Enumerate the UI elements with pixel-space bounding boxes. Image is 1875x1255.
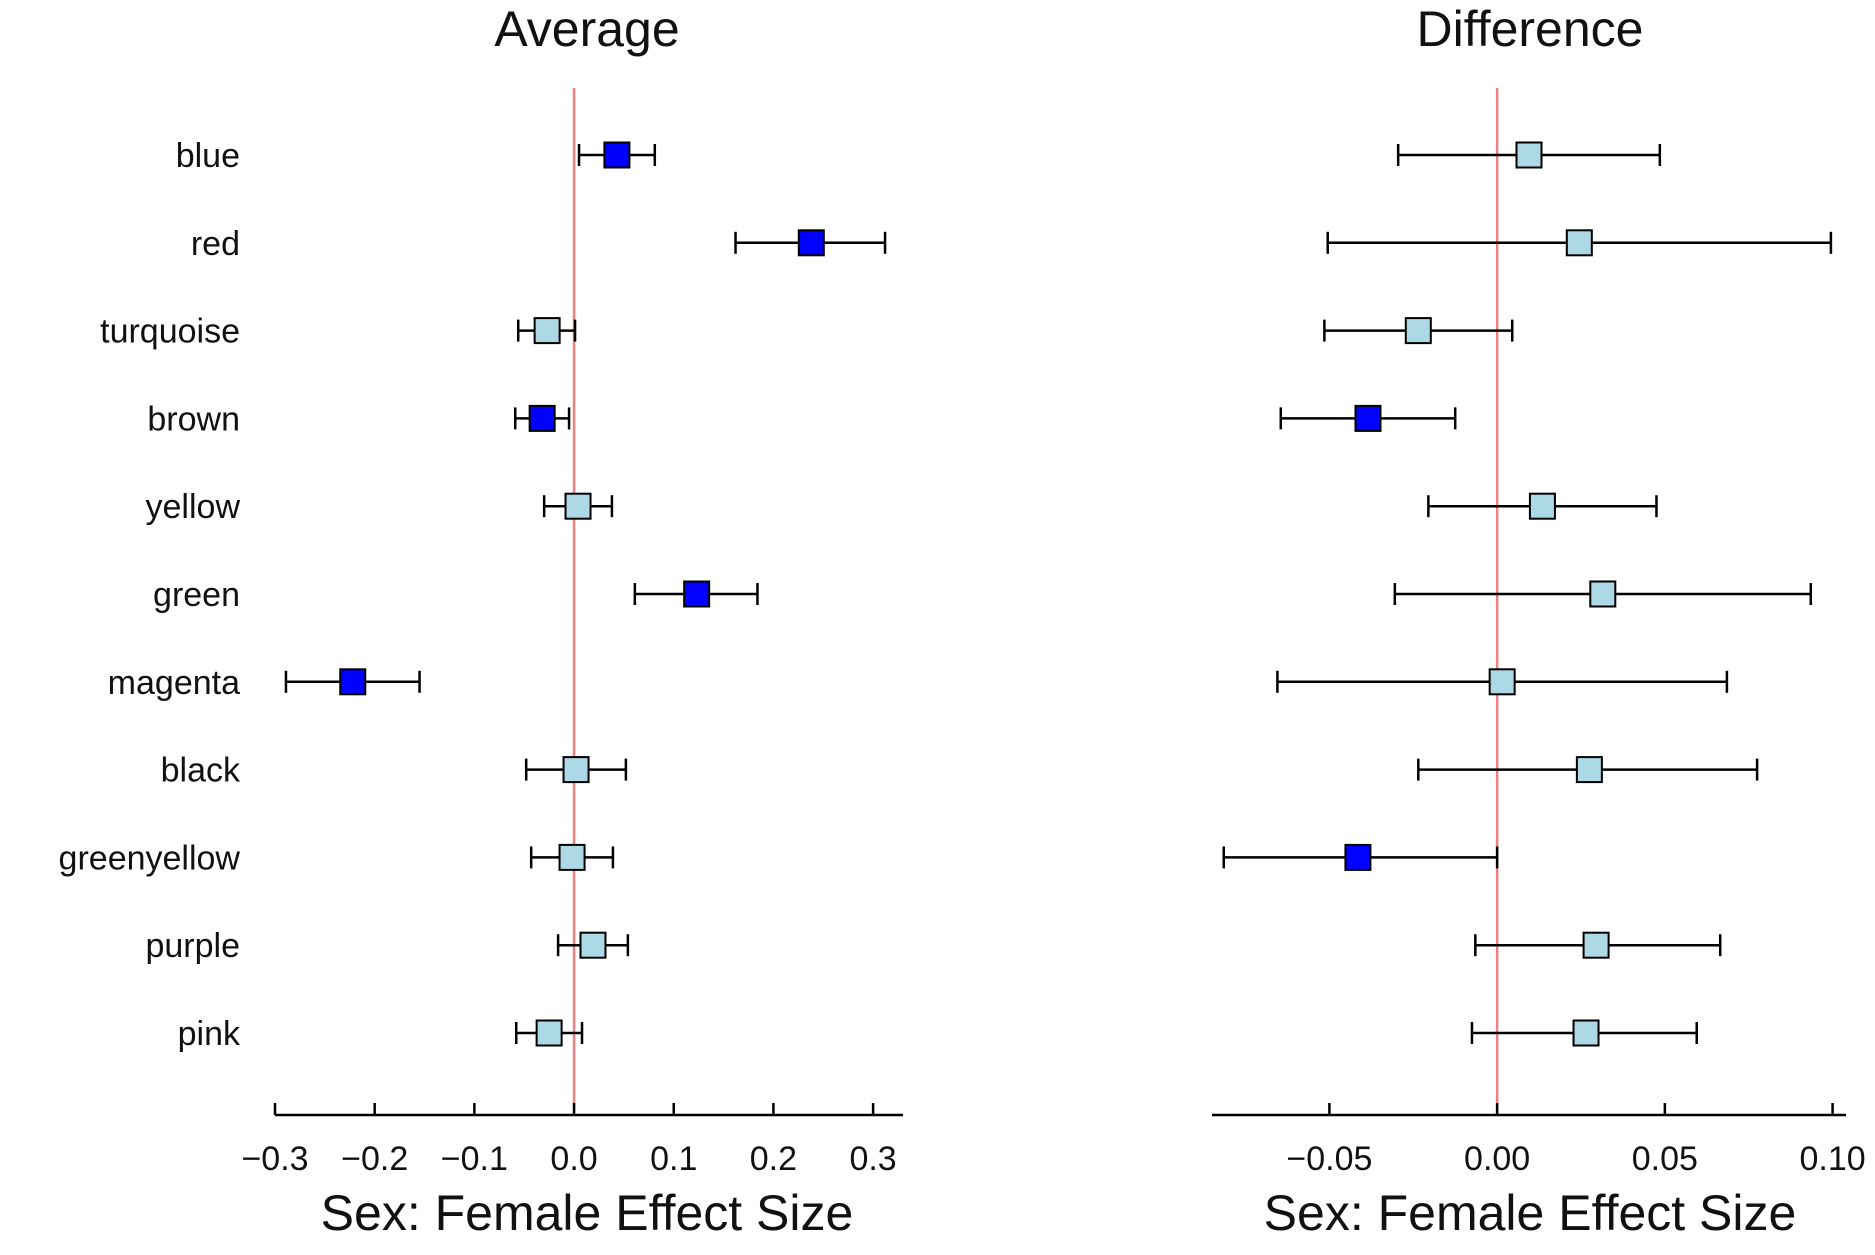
panel-title: Difference xyxy=(1417,1,1644,57)
category-label-blue: blue xyxy=(176,137,240,175)
effect-marker-black xyxy=(1417,756,1759,784)
x-tick-label: 0.10 xyxy=(1799,1140,1865,1178)
estimate-square xyxy=(339,668,367,696)
category-label-green: green xyxy=(153,576,240,614)
effect-marker-pink xyxy=(514,1019,584,1047)
x-tick-label: 0.05 xyxy=(1632,1140,1698,1178)
effect-marker-magenta xyxy=(284,668,421,696)
x-tick-label: −0.2 xyxy=(341,1140,408,1178)
category-label-greenyellow: greenyellow xyxy=(59,839,241,877)
estimate-square xyxy=(533,317,561,345)
category-label-turquoise: turquoise xyxy=(100,313,240,351)
category-label-red: red xyxy=(191,225,240,263)
x-tick-label: −0.3 xyxy=(241,1140,308,1178)
effect-marker-yellow xyxy=(542,492,614,520)
estimate-square xyxy=(1589,580,1617,608)
effect-marker-black xyxy=(524,756,628,784)
estimate-square xyxy=(797,229,825,257)
effect-marker-magenta xyxy=(1276,668,1729,696)
estimate-square xyxy=(1572,1019,1600,1047)
x-tick-label: 0.00 xyxy=(1464,1140,1530,1178)
estimate-square xyxy=(1565,229,1593,257)
x-tick-label: 0.0 xyxy=(550,1140,597,1178)
estimate-square xyxy=(683,580,711,608)
effect-marker-turquoise xyxy=(516,317,577,345)
effect-marker-purple xyxy=(556,931,630,959)
estimate-square xyxy=(528,404,556,432)
estimate-square xyxy=(558,843,586,871)
category-label-yellow: yellow xyxy=(146,488,241,526)
estimate-square xyxy=(1582,931,1610,959)
effect-marker-brown xyxy=(513,404,571,432)
panel-average: Average −0.3 −0.2 −0.1 0.0 0.1 0.2 0.3 Sex: Fema… xyxy=(241,1,903,1241)
effect-marker-greenyellow xyxy=(529,843,615,871)
estimate-square xyxy=(564,492,592,520)
x-tick-label: 0.2 xyxy=(750,1140,797,1178)
estimate-square xyxy=(535,1019,563,1047)
effect-marker-greenyellow xyxy=(1222,843,1499,871)
category-label-black: black xyxy=(161,752,241,790)
x-axis-label: Sex: Female Effect Size xyxy=(321,1185,854,1241)
effect-marker-brown xyxy=(1279,404,1457,432)
estimate-square xyxy=(1344,843,1372,871)
effect-marker-pink xyxy=(1470,1019,1698,1047)
effect-marker-green xyxy=(633,580,759,608)
category-label-brown: brown xyxy=(147,400,240,438)
effect-marker-red xyxy=(734,229,887,257)
effect-marker-red xyxy=(1326,229,1833,257)
effect-marker-blue xyxy=(1396,141,1662,169)
estimate-square xyxy=(579,931,607,959)
x-tick-label: −0.05 xyxy=(1286,1140,1372,1178)
estimate-square xyxy=(1528,492,1556,520)
estimate-square xyxy=(1354,404,1382,432)
category-label-purple: purple xyxy=(145,927,240,965)
effect-marker-turquoise xyxy=(1323,317,1514,345)
effect-marker-purple xyxy=(1474,931,1722,959)
x-tick-label: 0.3 xyxy=(849,1140,896,1178)
x-tick-label: −0.1 xyxy=(441,1140,508,1178)
x-axis-label: Sex: Female Effect Size xyxy=(1264,1185,1797,1241)
category-label-magenta: magenta xyxy=(108,664,240,702)
estimate-square xyxy=(1488,668,1516,696)
panel-title: Average xyxy=(494,1,679,57)
estimate-square xyxy=(1575,756,1603,784)
effect-marker-blue xyxy=(577,141,657,169)
estimate-square xyxy=(1404,317,1432,345)
effect-marker-green xyxy=(1393,580,1813,608)
category-label-pink: pink xyxy=(178,1015,241,1053)
effect-marker-yellow xyxy=(1427,492,1658,520)
estimate-square xyxy=(603,141,631,169)
x-tick-label: 0.1 xyxy=(650,1140,697,1178)
estimate-square xyxy=(1515,141,1543,169)
estimate-square xyxy=(562,756,590,784)
